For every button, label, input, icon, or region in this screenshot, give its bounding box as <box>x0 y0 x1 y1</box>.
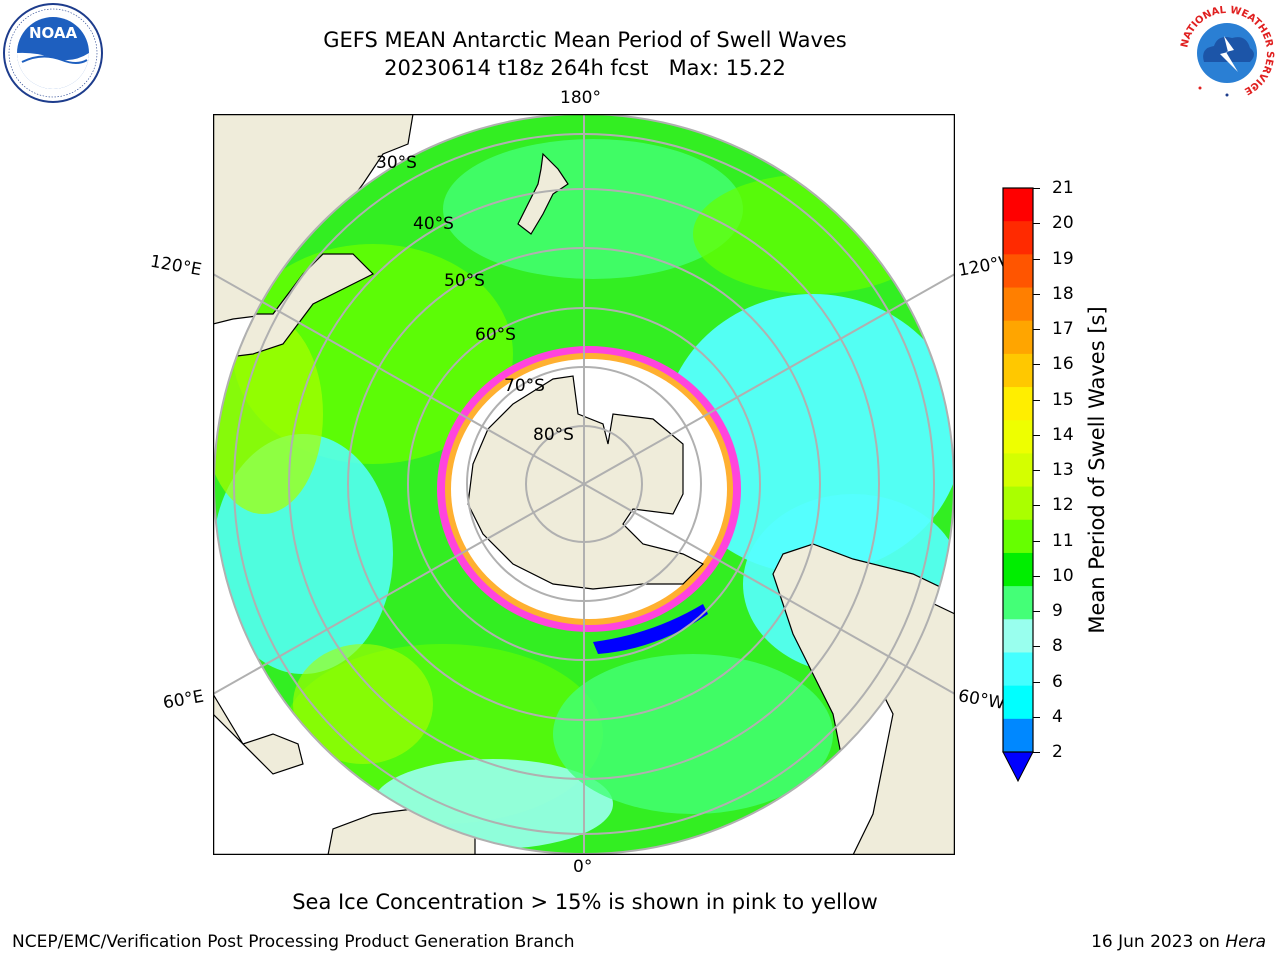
lat-label-40s: 40°S <box>413 214 454 234</box>
colorbar-bin <box>1003 320 1033 355</box>
colorbar-tick-mark <box>1033 329 1040 330</box>
colorbar-tick-mark <box>1033 611 1040 612</box>
colorbar-tick-label: 16 <box>1052 354 1074 375</box>
swell-period-field <box>214 114 954 854</box>
lon-label-0: 0° <box>573 857 593 877</box>
colorbar-tick-label: 6 <box>1052 671 1063 692</box>
colorbar-bin <box>1003 221 1033 255</box>
lon-label-120e: 120°E <box>148 251 204 281</box>
colorbar-tick-mark <box>1033 293 1040 295</box>
colorbar-tick-mark <box>1033 540 1040 542</box>
colorbar-tick-mark <box>1033 364 1040 366</box>
colorbar-tick-label: 21 <box>1052 178 1074 198</box>
polar-map <box>213 114 955 855</box>
colorbar-tick-mark <box>1033 505 1040 507</box>
colorbar-tick-mark <box>1033 470 1040 471</box>
colorbar-tick-mark <box>1033 646 1040 648</box>
noaa-logo: NOAA <box>3 3 103 103</box>
colorbar-tick-label: 12 <box>1052 495 1074 516</box>
colorbar-label: Mean Period of Swell Waves [s] <box>1085 306 1109 634</box>
colorbar-bin <box>1003 552 1033 587</box>
colorbar-tick-label: 4 <box>1052 706 1063 727</box>
new-zealand <box>517 152 569 235</box>
colorbar-bin <box>1003 188 1033 222</box>
colorbar-tick-mark <box>1033 681 1040 683</box>
colorbar <box>1002 187 1034 783</box>
colorbar-bin <box>1003 519 1033 554</box>
colorbar-tick-label: 14 <box>1052 424 1074 445</box>
colorbar-bin <box>1003 619 1033 653</box>
colorbar-bin <box>1003 586 1033 620</box>
colorbar-bin <box>1003 718 1033 753</box>
colorbar-tick-label: 17 <box>1052 319 1074 339</box>
colorbar-bin <box>1003 254 1033 289</box>
colorbar-tick-mark <box>1033 434 1040 436</box>
colorbar-tick-label: 11 <box>1052 530 1074 551</box>
colorbar-bin <box>1003 685 1033 720</box>
colorbar-tick-label: 13 <box>1052 460 1074 480</box>
colorbar-tick-mark <box>1033 575 1040 577</box>
map-subtitle: 20230614 t18z 264h fcst Max: 15.22 <box>384 56 786 80</box>
footer-date-text: 16 Jun 2023 on <box>1091 932 1220 952</box>
colorbar-tick-mark <box>1033 399 1040 401</box>
colorbar-tick-label: 2 <box>1052 742 1063 762</box>
colorbar-tick-label: 18 <box>1052 283 1074 304</box>
lat-label-80s: 80°S <box>533 425 574 445</box>
colorbar-bin <box>1003 387 1033 421</box>
colorbar-tick-mark <box>1033 752 1040 753</box>
colorbar-bin <box>1003 453 1033 488</box>
colorbar-tick-label: 15 <box>1052 389 1074 410</box>
colorbar-tick-mark <box>1033 716 1040 718</box>
colorbar-tick-label: 19 <box>1052 248 1074 269</box>
sea-ice-note: Sea Ice Concentration > 15% is shown in … <box>292 890 878 914</box>
lon-label-180: 180° <box>560 88 601 108</box>
footer-machine: Hera <box>1225 932 1266 952</box>
nws-logo: NATIONAL WEATHER SERVICE <box>1177 3 1277 103</box>
colorbar-tick-label: 8 <box>1052 636 1063 657</box>
colorbar-tick-label: 9 <box>1052 601 1063 621</box>
colorbar-bin <box>1003 486 1033 521</box>
lon-label-60w: 60°W <box>956 686 1007 714</box>
colorbar-tick-label: 10 <box>1052 565 1074 586</box>
noaa-logo-text: NOAA <box>29 24 78 42</box>
map-frame <box>213 114 955 855</box>
colorbar-tick-mark <box>1033 188 1040 189</box>
lat-label-50s: 50°S <box>444 271 485 291</box>
map-title: GEFS MEAN Antarctic Mean Period of Swell… <box>323 28 847 52</box>
lat-label-30s: 30°S <box>376 153 417 173</box>
colorbar-bin <box>1003 420 1033 454</box>
colorbar-bin <box>1003 353 1033 388</box>
footer-date: 16 Jun 2023 on Hera <box>1091 932 1266 952</box>
lat-label-60s: 60°S <box>475 325 516 345</box>
colorbar-tick-mark <box>1033 258 1040 260</box>
colorbar-bin <box>1003 287 1033 322</box>
colorbar-tick-mark <box>1033 223 1040 225</box>
colorbar-tick-label: 20 <box>1052 213 1074 234</box>
footer-credit: NCEP/EMC/Verification Post Processing Pr… <box>12 932 575 952</box>
lat-label-70s: 70°S <box>504 376 545 396</box>
lon-label-60e: 60°E <box>161 686 206 714</box>
colorbar-bin <box>1003 652 1033 687</box>
